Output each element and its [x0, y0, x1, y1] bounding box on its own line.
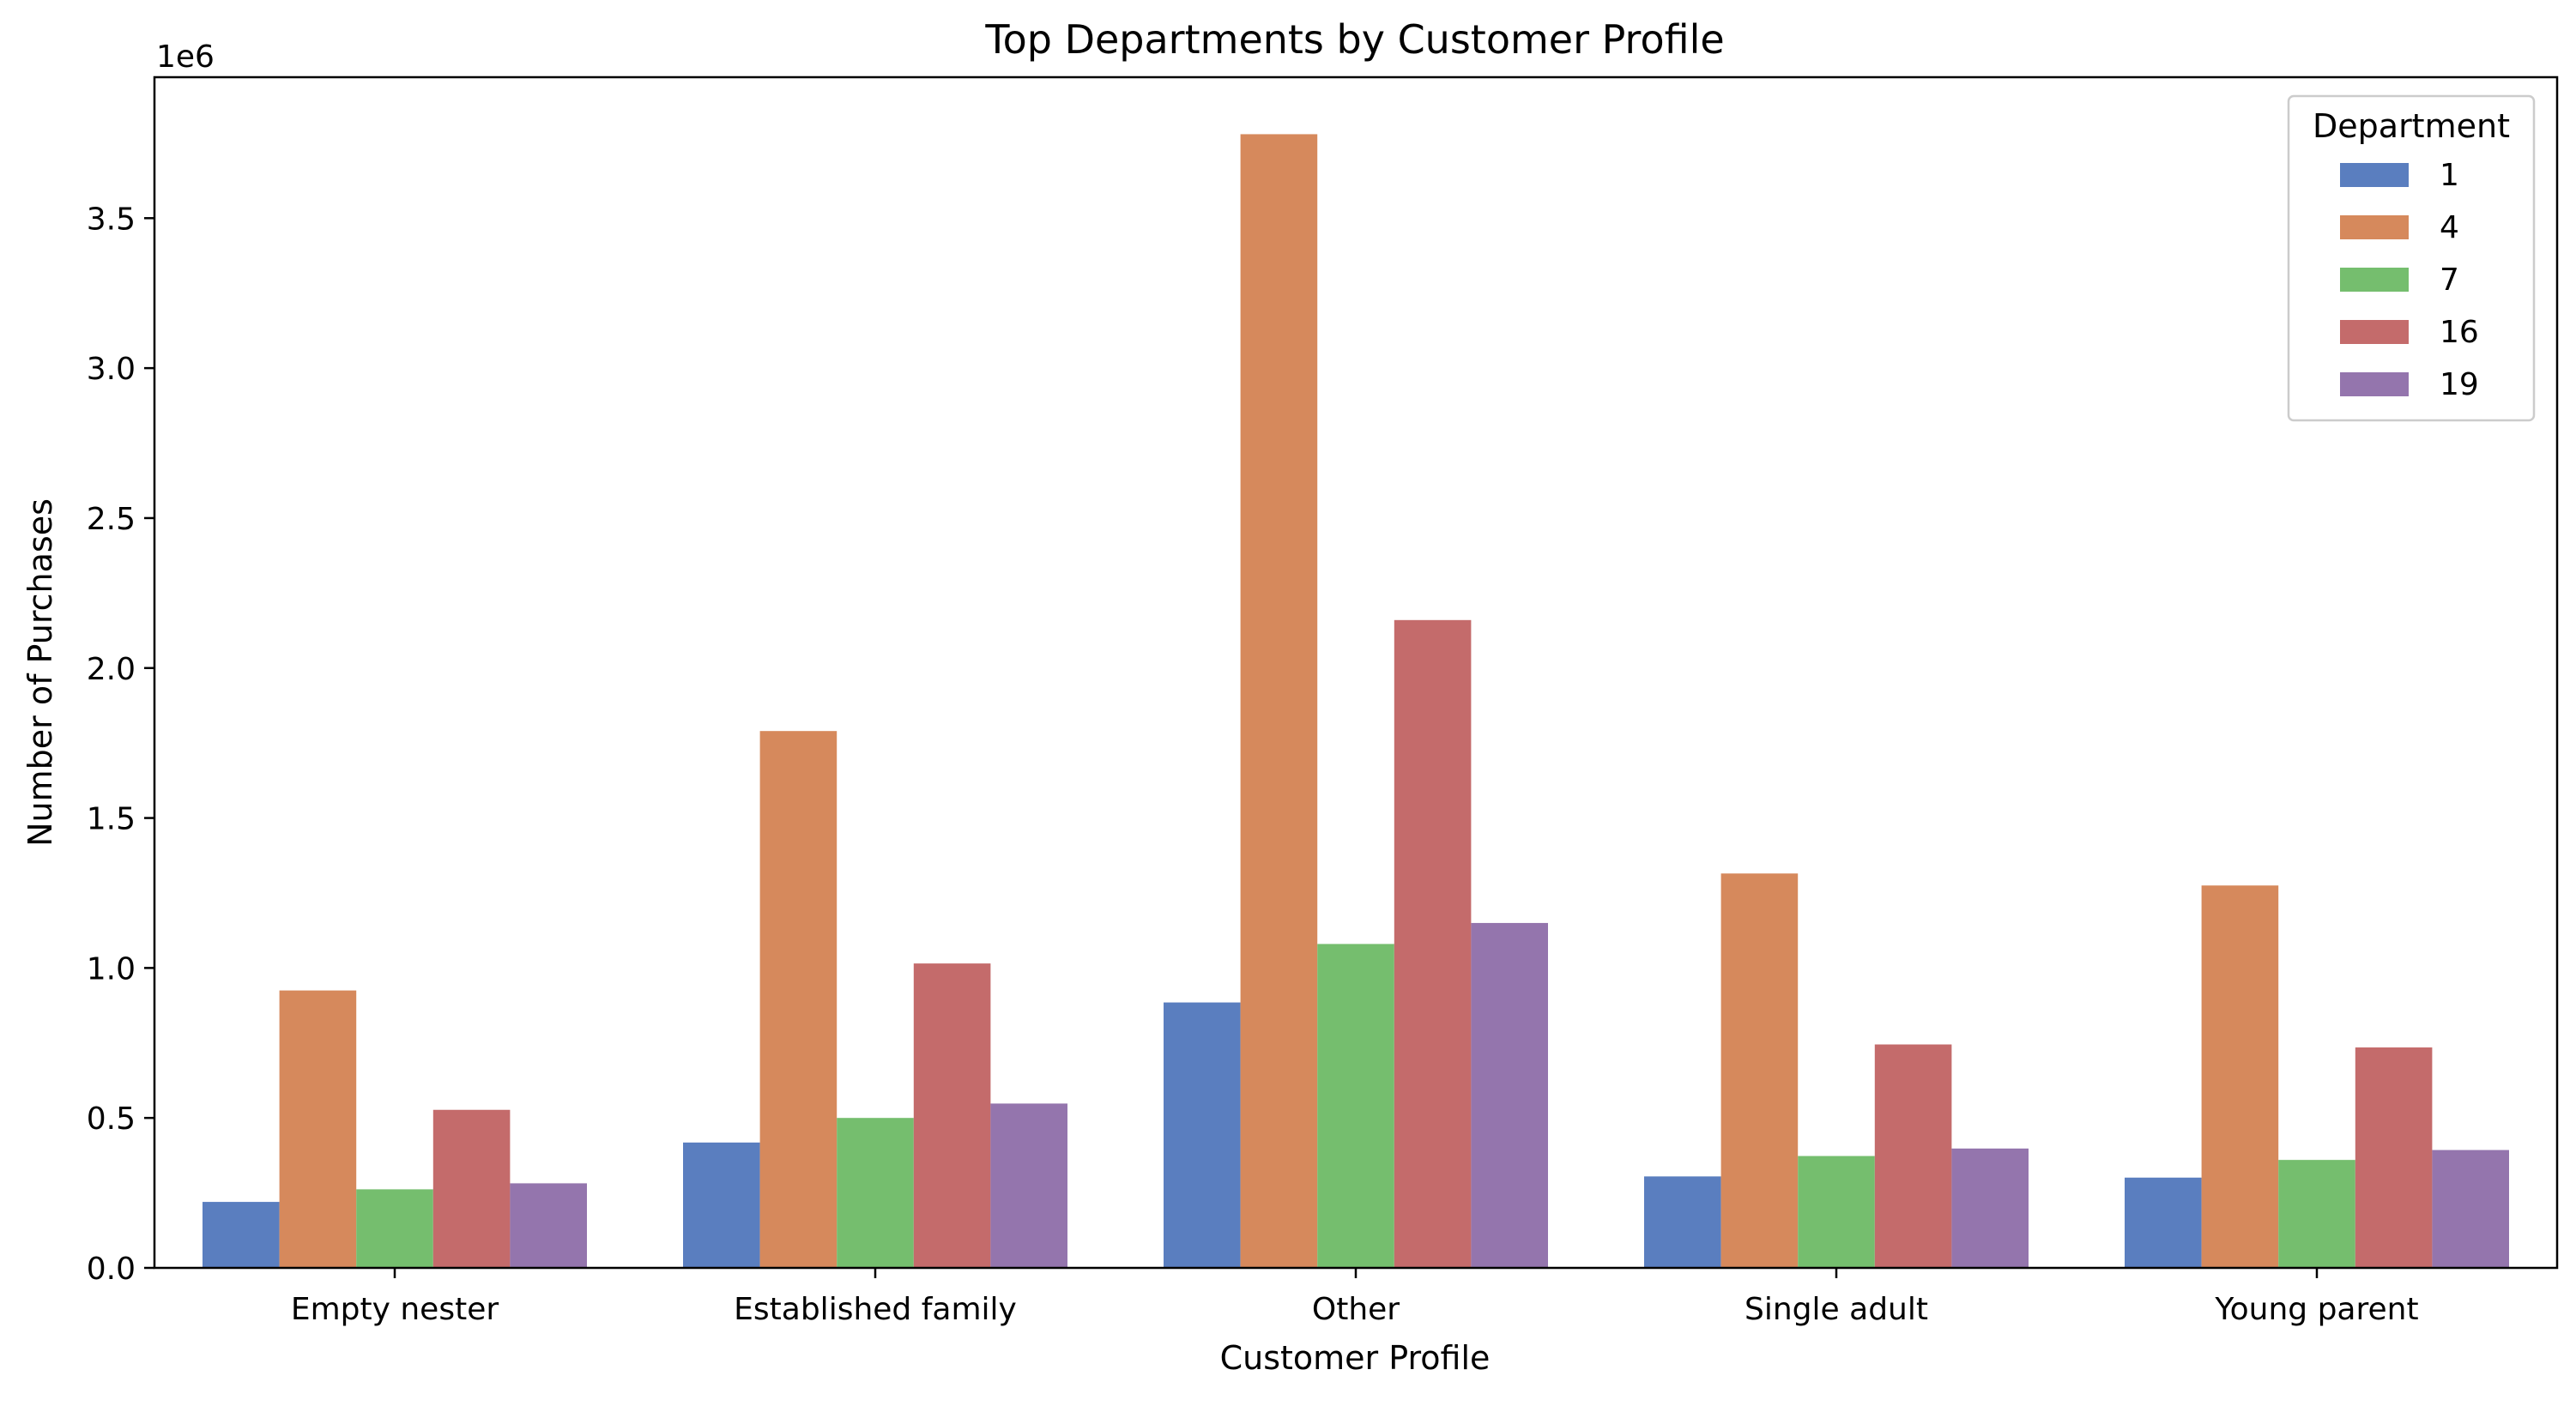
y-tick-label: 0.0	[87, 1252, 136, 1287]
chart-title: Top Departments by Customer Profile	[984, 16, 1724, 63]
y-tick-label: 3.0	[87, 352, 136, 387]
legend-title: Department	[2313, 107, 2510, 145]
y-axis-offset-label: 1e6	[156, 39, 215, 75]
bars-group	[203, 134, 2509, 1269]
x-axis-title: Customer Profile	[1220, 1339, 1491, 1377]
bar-dept-1-empty-nester	[203, 1202, 280, 1268]
legend-swatch-7	[2340, 268, 2409, 292]
bar-dept-1-young-parent	[2125, 1177, 2202, 1268]
x-tick-label: Single adult	[1745, 1292, 1928, 1327]
bar-dept-19-young-parent	[2432, 1150, 2509, 1268]
plot-area-frame	[153, 75, 2559, 1270]
legend-label-16: 16	[2440, 315, 2479, 350]
bar-dept-16-empty-nester	[432, 1109, 511, 1268]
legend: Department 1 4 7 16 19	[2287, 94, 2536, 422]
bar-dept-4-empty-nester	[279, 990, 357, 1268]
y-axis: 0.0 0.5 1.0 1.5 2.0 2.5 3.0 3.5	[87, 202, 154, 1287]
bar-dept-7-single-adult	[1798, 1156, 1875, 1268]
bar-dept-19-single-adult	[1951, 1148, 2029, 1268]
bar-dept-7-established-family	[837, 1118, 914, 1268]
legend-swatch-16	[2340, 320, 2409, 344]
legend-label-1: 1	[2440, 158, 2459, 193]
y-axis-title: Number of Purchases	[21, 498, 59, 847]
legend-label-4: 4	[2440, 210, 2459, 245]
legend-swatch-19	[2340, 372, 2409, 396]
bar-dept-7-other	[1317, 944, 1394, 1268]
legend-label-7: 7	[2440, 262, 2459, 298]
y-tick-label: 2.0	[87, 652, 136, 687]
x-axis: Empty nester Established family Other Singl…	[291, 1268, 2419, 1327]
bar-dept-7-empty-nester	[356, 1189, 433, 1268]
bar-dept-4-other	[1240, 134, 1318, 1269]
x-tick-label: Other	[1312, 1292, 1400, 1327]
y-tick-label: 2.5	[87, 502, 136, 537]
bar-dept-19-other	[1471, 922, 1548, 1268]
bar-dept-4-single-adult	[1720, 873, 1799, 1268]
legend-label-19: 19	[2440, 367, 2479, 402]
bar-dept-4-young-parent	[2201, 885, 2279, 1268]
bar-dept-7-young-parent	[2278, 1160, 2355, 1268]
bar-dept-16-young-parent	[2355, 1047, 2433, 1268]
x-tick-label: Empty nester	[291, 1292, 499, 1327]
y-tick-label: 0.5	[87, 1101, 136, 1137]
legend-swatch-4	[2340, 215, 2409, 239]
bar-dept-16-single-adult	[1874, 1044, 1952, 1268]
bar-dept-1-single-adult	[1644, 1176, 1721, 1268]
legend-swatch-1	[2340, 163, 2409, 187]
y-tick-label: 1.0	[87, 951, 136, 987]
x-tick-label: Young parent	[2214, 1292, 2418, 1327]
bar-dept-4-established-family	[759, 731, 838, 1268]
bar-dept-16-established-family	[913, 963, 991, 1268]
bar-dept-1-established-family	[683, 1142, 760, 1268]
bar-dept-19-empty-nester	[510, 1183, 587, 1268]
bar-dept-16-other	[1394, 619, 1472, 1268]
y-tick-label: 3.5	[87, 202, 136, 237]
x-tick-label: Established family	[734, 1292, 1017, 1327]
bar-dept-19-established-family	[990, 1103, 1067, 1268]
bar-dept-1-other	[1164, 1002, 1241, 1268]
y-tick-label: 1.5	[87, 802, 136, 837]
